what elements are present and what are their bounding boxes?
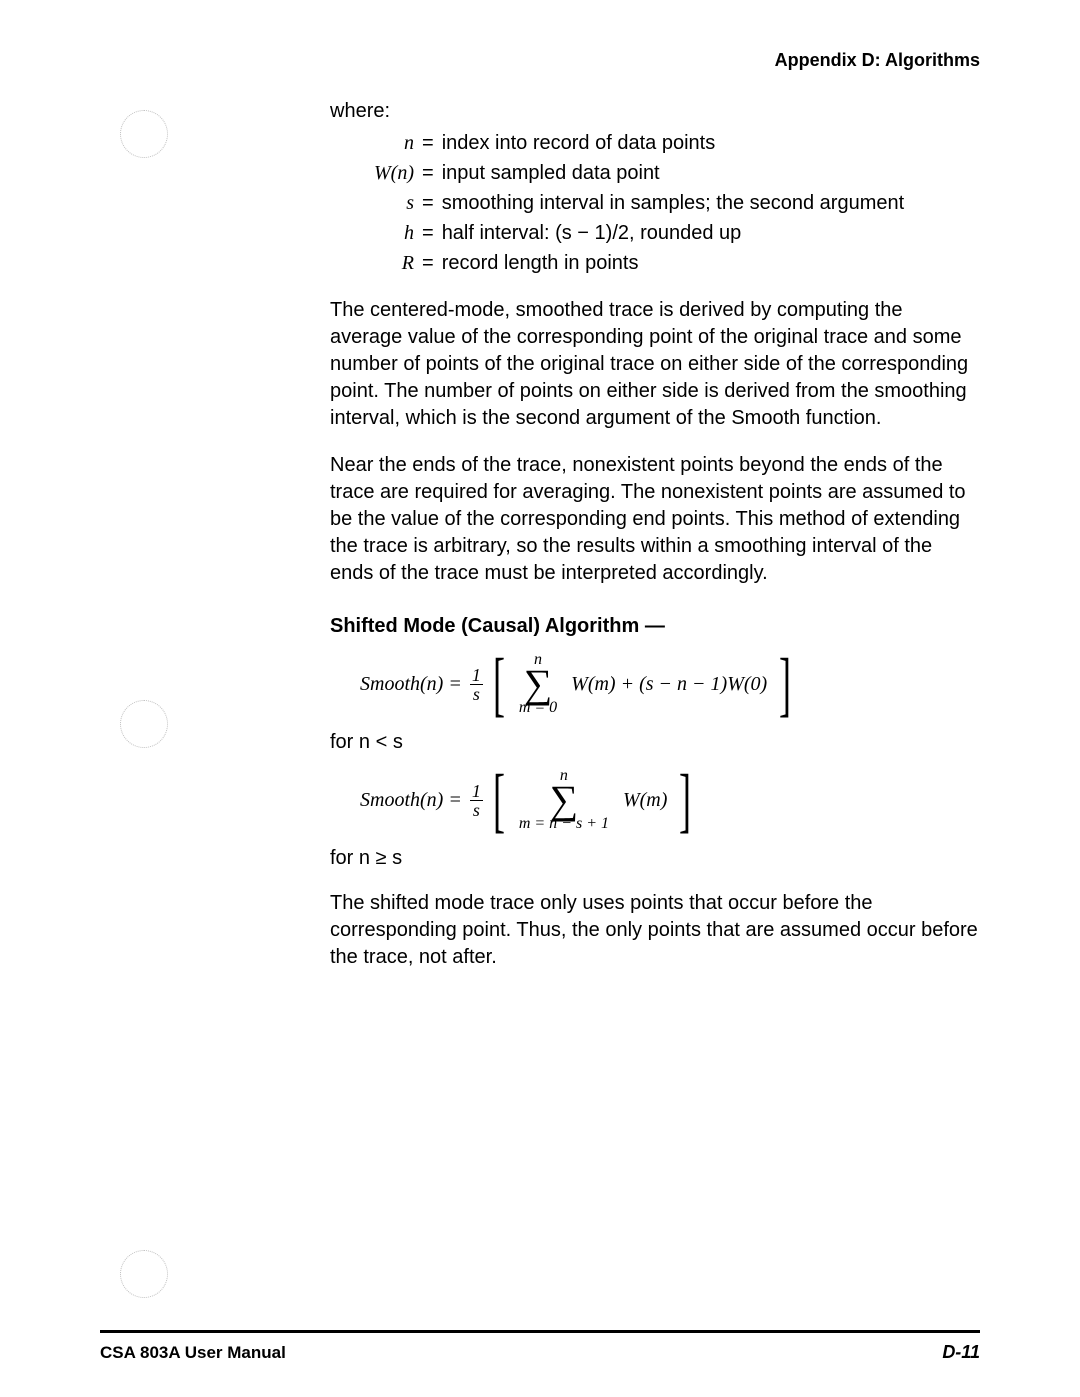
definition-row: R = record length in points <box>366 249 980 277</box>
footer-divider <box>100 1330 980 1333</box>
sum-lower: m = n − s + 1 <box>519 816 609 832</box>
right-bracket-icon: ] <box>679 768 691 833</box>
sigma-icon: ∑ <box>550 784 579 816</box>
where-label: where: <box>330 100 980 123</box>
section-heading: Shifted Mode (Causal) Algorithm — <box>330 615 980 638</box>
formula-1: Smooth(n) = 1 s [ n ∑ m = 0 W(m) + (s − … <box>330 652 980 717</box>
left-bracket-icon: [ <box>493 652 505 717</box>
frac-den: s <box>471 685 482 703</box>
punch-hole <box>120 110 168 158</box>
footer-left: CSA 803A User Manual <box>100 1343 286 1363</box>
right-bracket-icon: ] <box>779 652 791 717</box>
def-equals: = <box>422 249 442 277</box>
condition-text: for n ≥ s <box>330 847 980 870</box>
sum-body: W(m) <box>623 789 667 812</box>
definitions-list: n = index into record of data points W(n… <box>330 129 980 277</box>
punch-hole <box>120 1250 168 1298</box>
left-bracket-icon: [ <box>493 768 505 833</box>
definition-row: h = half interval: (s − 1)/2, rounded up <box>366 219 980 247</box>
paragraph: The centered-mode, smoothed trace is der… <box>330 297 980 432</box>
def-text: half interval: (s − 1)/2, rounded up <box>442 219 980 247</box>
frac-num: 1 <box>470 666 483 685</box>
sigma-icon: ∑ <box>524 668 553 700</box>
def-text: smoothing interval in samples; the secon… <box>442 189 980 217</box>
sum-body: W(m) + (s − n − 1)W(0) <box>571 673 767 696</box>
formula-lhs: Smooth(n) = <box>360 789 462 812</box>
fraction: 1 s <box>470 782 483 819</box>
def-text: index into record of data points <box>442 129 980 157</box>
def-symbol: R <box>366 249 422 277</box>
fraction: 1 s <box>470 666 483 703</box>
sum-lower: m = 0 <box>519 700 557 716</box>
content-area: where: n = index into record of data poi… <box>330 100 980 971</box>
punch-hole <box>120 700 168 748</box>
definition-row: n = index into record of data points <box>366 129 980 157</box>
def-equals: = <box>422 159 442 187</box>
def-text: input sampled data point <box>442 159 980 187</box>
def-symbol: h <box>366 219 422 247</box>
condition-text: for n < s <box>330 731 980 754</box>
def-text: record length in points <box>442 249 980 277</box>
page-header: Appendix D: Algorithms <box>775 50 980 71</box>
def-symbol: W(n) <box>366 159 422 187</box>
definition-row: s = smoothing interval in samples; the s… <box>366 189 980 217</box>
formula-2: Smooth(n) = 1 s [ n ∑ m = n − s + 1 W(m)… <box>330 768 980 833</box>
def-symbol: n <box>366 129 422 157</box>
footer-right: D-11 <box>942 1342 980 1363</box>
formula-lhs: Smooth(n) = <box>360 673 462 696</box>
paragraph: The shifted mode trace only uses points … <box>330 890 980 971</box>
def-equals: = <box>422 189 442 217</box>
frac-num: 1 <box>470 782 483 801</box>
summation: n ∑ m = n − s + 1 <box>519 768 609 832</box>
def-equals: = <box>422 219 442 247</box>
def-symbol: s <box>366 189 422 217</box>
def-equals: = <box>422 129 442 157</box>
summation: n ∑ m = 0 <box>519 652 557 716</box>
definition-row: W(n) = input sampled data point <box>366 159 980 187</box>
paragraph: Near the ends of the trace, nonexistent … <box>330 452 980 587</box>
document-page: Appendix D: Algorithms where: n = index … <box>0 0 1080 1397</box>
frac-den: s <box>471 801 482 819</box>
